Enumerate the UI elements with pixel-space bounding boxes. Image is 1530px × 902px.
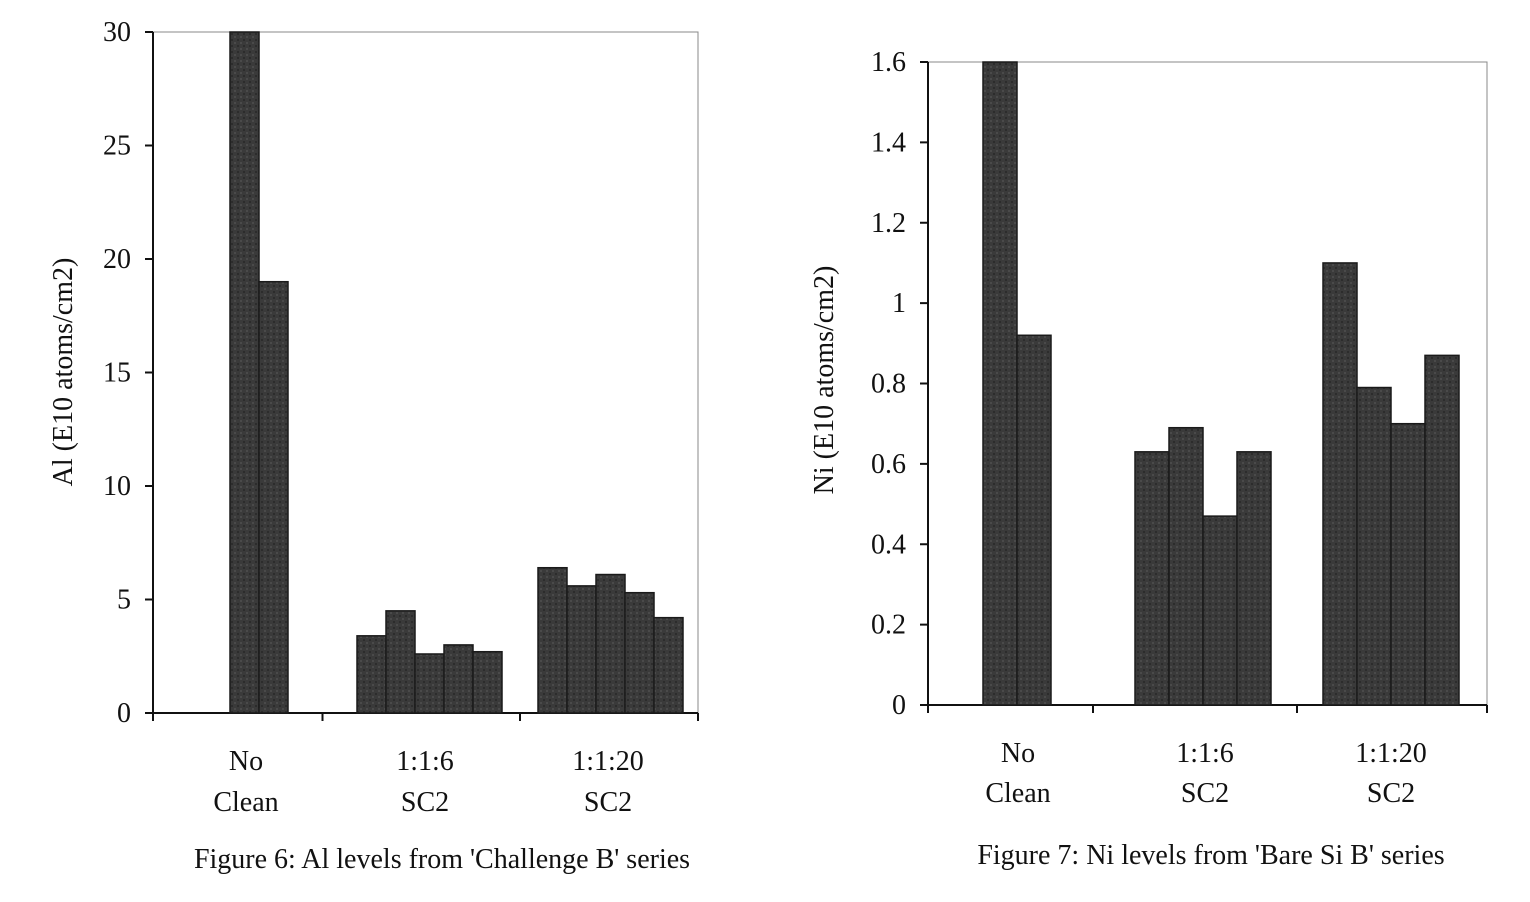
bar xyxy=(1424,354,1460,706)
bar xyxy=(1356,386,1392,706)
x-category-label: Clean xyxy=(213,787,278,818)
bar xyxy=(1322,262,1358,706)
bar xyxy=(1168,426,1204,706)
x-category-label: 1:1:20 xyxy=(1355,738,1427,769)
x-category-label: 1:1:20 xyxy=(572,746,644,777)
bar xyxy=(1236,451,1272,706)
bar xyxy=(443,644,474,714)
y-tick-label: 1.2 xyxy=(871,208,906,239)
bar xyxy=(414,653,445,714)
ni-levels-chart: 0 0.2 0.4 0.6 0.8 1 1.2 1.4 1.6 No Clean 1:1:6 SC2 1:… xyxy=(809,47,1488,871)
bar xyxy=(385,610,416,714)
x-category-label: 1:1:6 xyxy=(396,746,454,777)
x-category-label: No xyxy=(229,746,263,777)
y-tick-label: 15 xyxy=(103,358,131,389)
bar xyxy=(1134,451,1170,706)
y-tick-label: 0.8 xyxy=(871,369,906,400)
bar xyxy=(982,61,1018,706)
bar xyxy=(566,585,597,714)
bar xyxy=(653,616,684,714)
x-category-label: Clean xyxy=(985,778,1050,809)
y-tick-label: 0 xyxy=(117,698,131,729)
bar xyxy=(229,31,260,714)
x-category-label: No xyxy=(1001,738,1035,769)
y-axis-title: Al (E10 atoms/cm2) xyxy=(48,258,79,487)
y-tick-label: 5 xyxy=(117,585,131,616)
x-category-label: 1:1:6 xyxy=(1176,738,1234,769)
y-tick-label: 1.6 xyxy=(871,47,906,78)
bar xyxy=(595,573,626,714)
bar xyxy=(1016,334,1052,706)
x-category-label: SC2 xyxy=(1367,778,1415,809)
figure-caption: Figure 7: Ni levels from 'Bare Si B' ser… xyxy=(977,840,1444,871)
y-tick-label: 0.4 xyxy=(871,529,906,560)
y-tick-label: 20 xyxy=(103,244,131,275)
y-tick-label: 10 xyxy=(103,471,131,502)
figure-caption: Figure 6: Al levels from 'Challenge B' s… xyxy=(194,844,690,875)
x-category-label: SC2 xyxy=(401,787,449,818)
al-levels-chart: 0 5 10 15 20 25 30 No Clean 1:1:6 SC2 1:1:20 SC2 Al (… xyxy=(48,17,699,875)
y-tick-label: 1.4 xyxy=(871,127,906,158)
bar xyxy=(1390,422,1426,706)
bar xyxy=(258,280,289,714)
bar xyxy=(1202,515,1238,706)
bar xyxy=(624,591,655,714)
y-axis-title: Ni (E10 atoms/cm2) xyxy=(809,266,840,495)
bar xyxy=(472,650,503,714)
y-tick-label: 25 xyxy=(103,131,131,162)
bar xyxy=(356,635,387,714)
bar xyxy=(537,566,568,714)
y-tick-label: 0.2 xyxy=(871,610,906,641)
y-tick-label: 1 xyxy=(892,288,906,319)
y-tick-label: 0 xyxy=(892,690,906,721)
y-tick-label: 0.6 xyxy=(871,449,906,480)
x-category-label: SC2 xyxy=(584,787,632,818)
x-category-label: SC2 xyxy=(1181,778,1229,809)
y-tick-label: 30 xyxy=(103,17,131,48)
